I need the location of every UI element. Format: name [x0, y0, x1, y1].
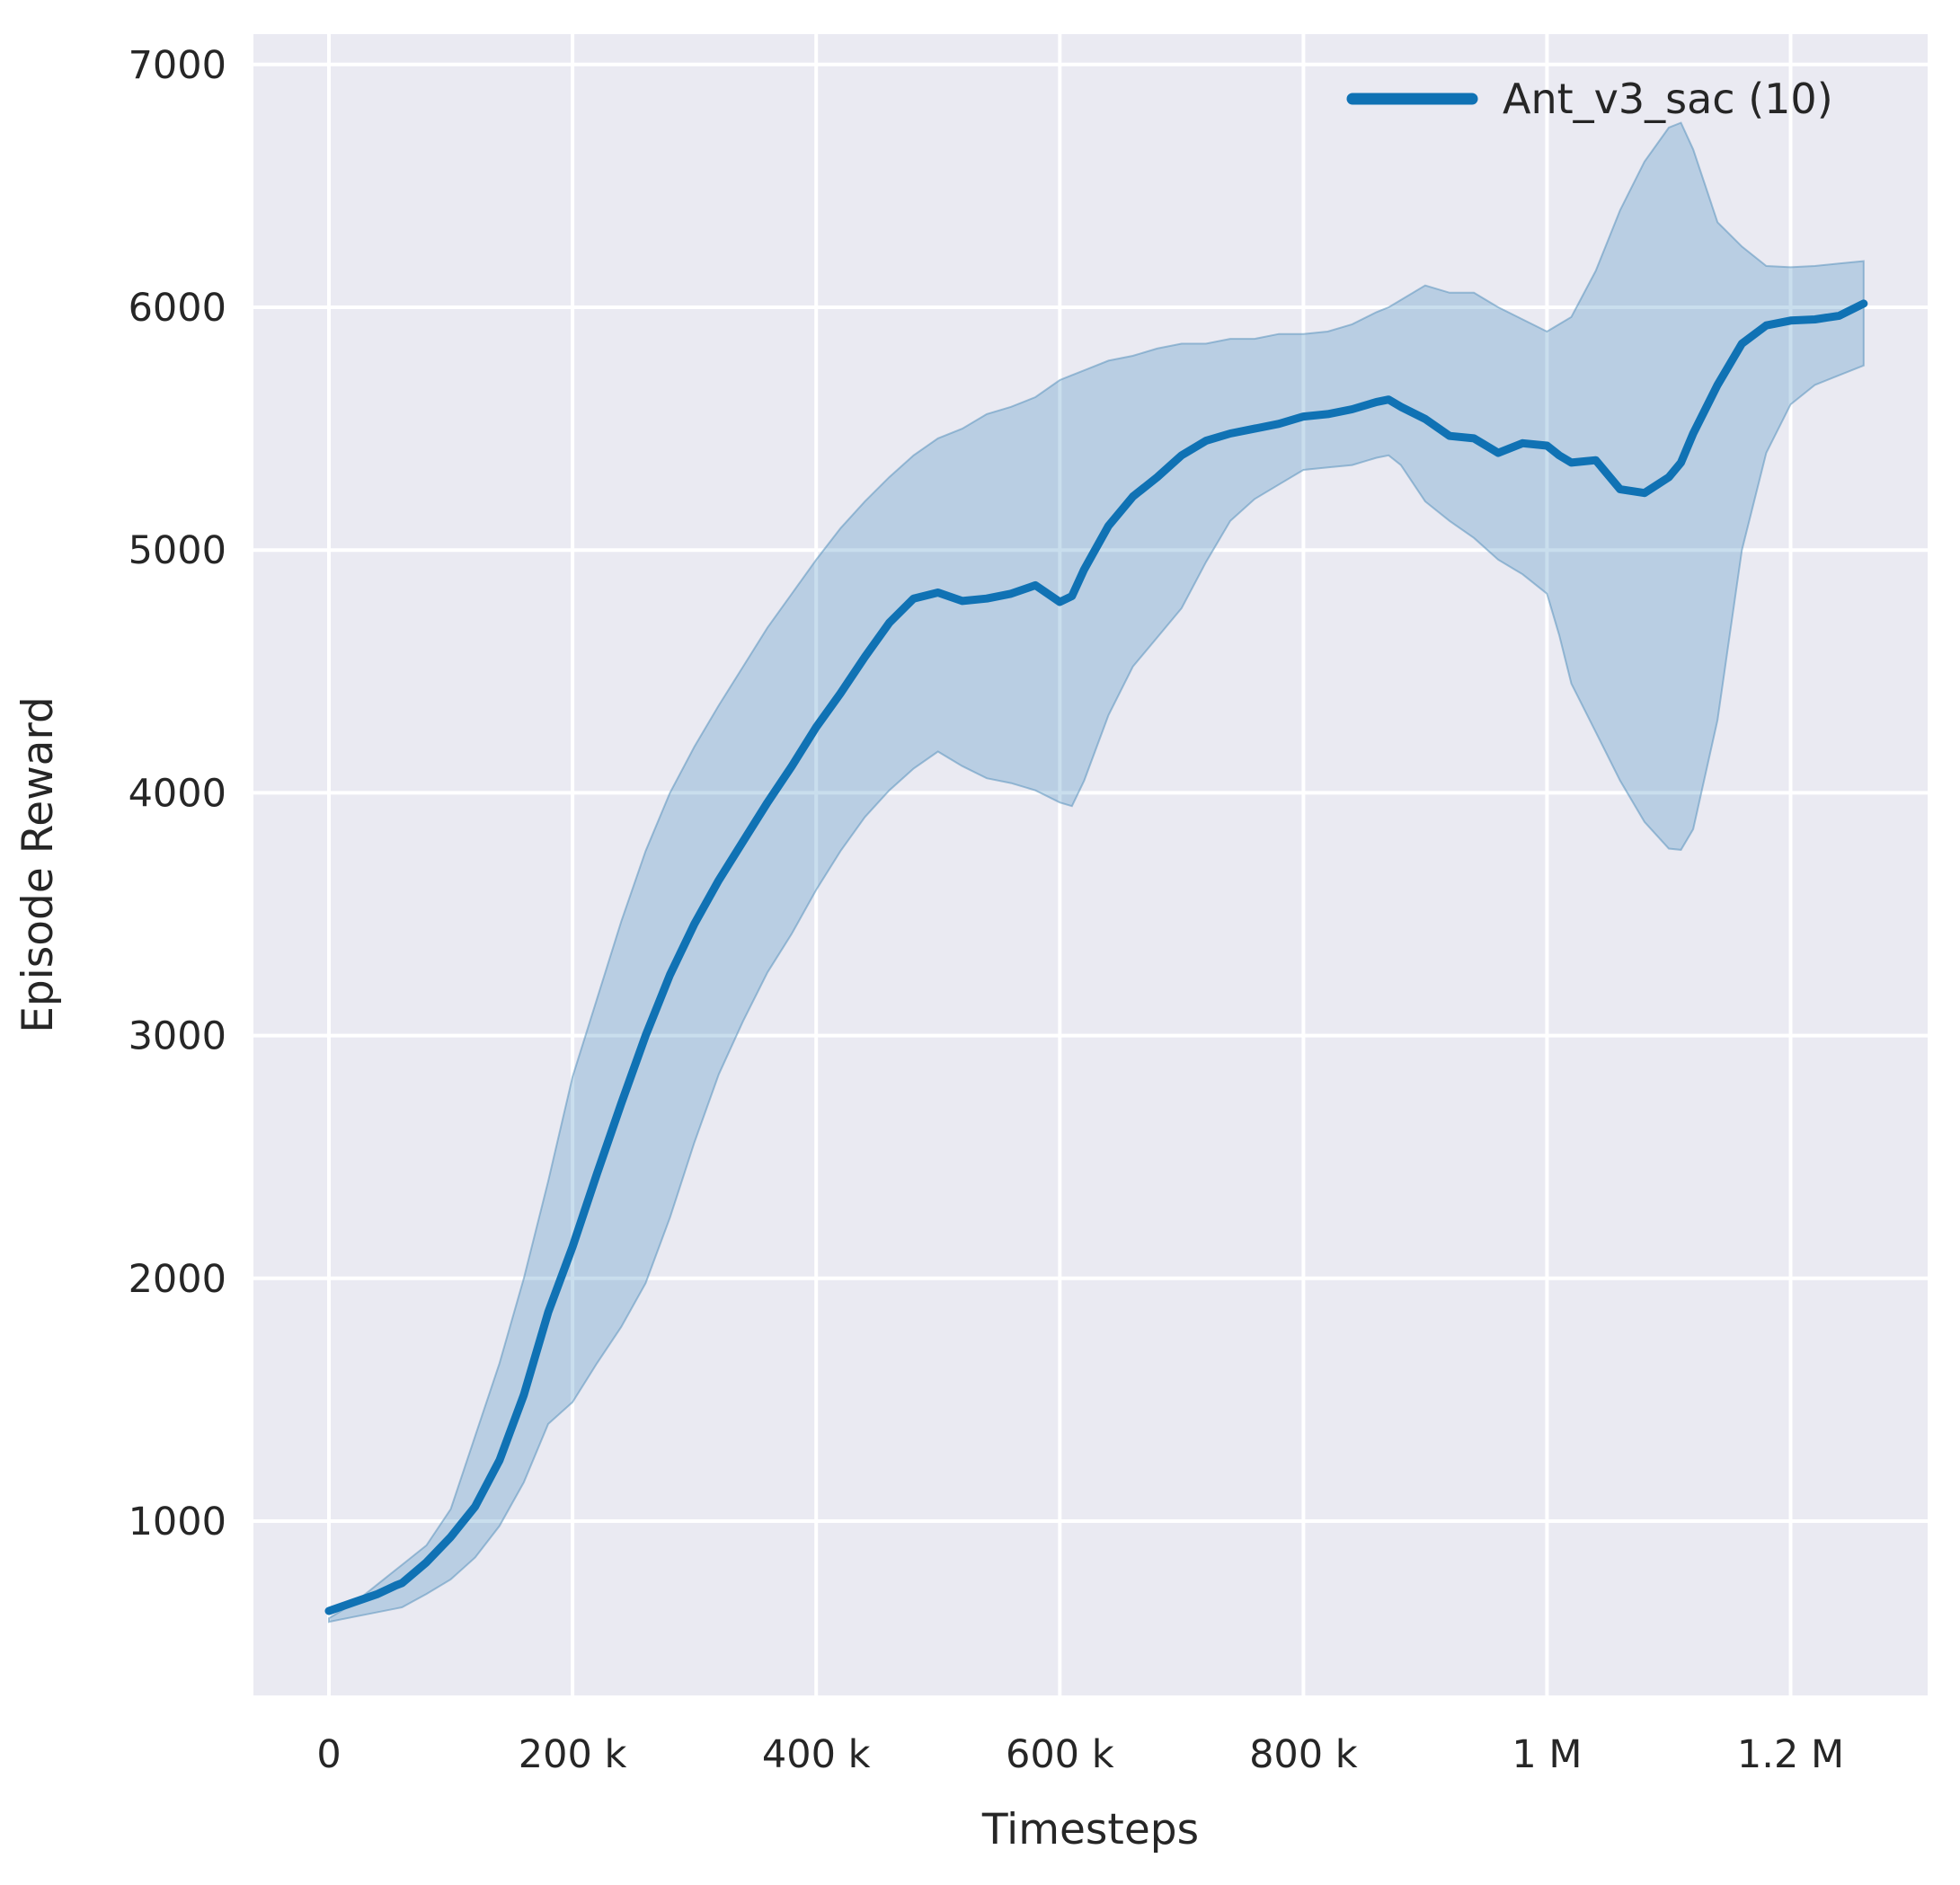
gridlines — [253, 34, 1928, 1695]
x-tick-label: 600 k — [1006, 1732, 1114, 1777]
x-axis-tick-labels: 0 200 k 400 k 600 k 800 k 1 M 1.2 M — [316, 1732, 1844, 1777]
y-tick-label: 7000 — [129, 43, 226, 88]
y-tick-label: 3000 — [129, 1014, 226, 1059]
x-tick-label: 800 k — [1249, 1732, 1358, 1777]
x-tick-label: 200 k — [519, 1732, 627, 1777]
x-axis-label: Timesteps — [981, 1805, 1199, 1854]
plot-area — [253, 34, 1928, 1695]
y-axis-tick-labels: 1000 2000 3000 4000 5000 6000 7000 — [129, 43, 226, 1544]
mean-reward-line — [324, 299, 1868, 1615]
legend: Ant_v3_sac (10) — [1346, 75, 1833, 123]
y-axis-label: Episode Reward — [13, 696, 63, 1033]
y-tick-label: 1000 — [129, 1500, 226, 1544]
y-tick-label: 4000 — [129, 771, 226, 816]
x-tick-label: 400 k — [762, 1732, 871, 1777]
y-tick-label: 5000 — [129, 528, 226, 573]
x-tick-label: 1 M — [1512, 1732, 1582, 1777]
y-tick-label: 2000 — [129, 1257, 226, 1302]
y-tick-label: 6000 — [129, 286, 226, 331]
confidence-band — [328, 121, 1865, 1624]
x-tick-label: 0 — [316, 1732, 341, 1777]
legend-entry-label: Ant_v3_sac (10) — [1503, 75, 1833, 123]
x-tick-label: 1.2 M — [1737, 1732, 1844, 1777]
